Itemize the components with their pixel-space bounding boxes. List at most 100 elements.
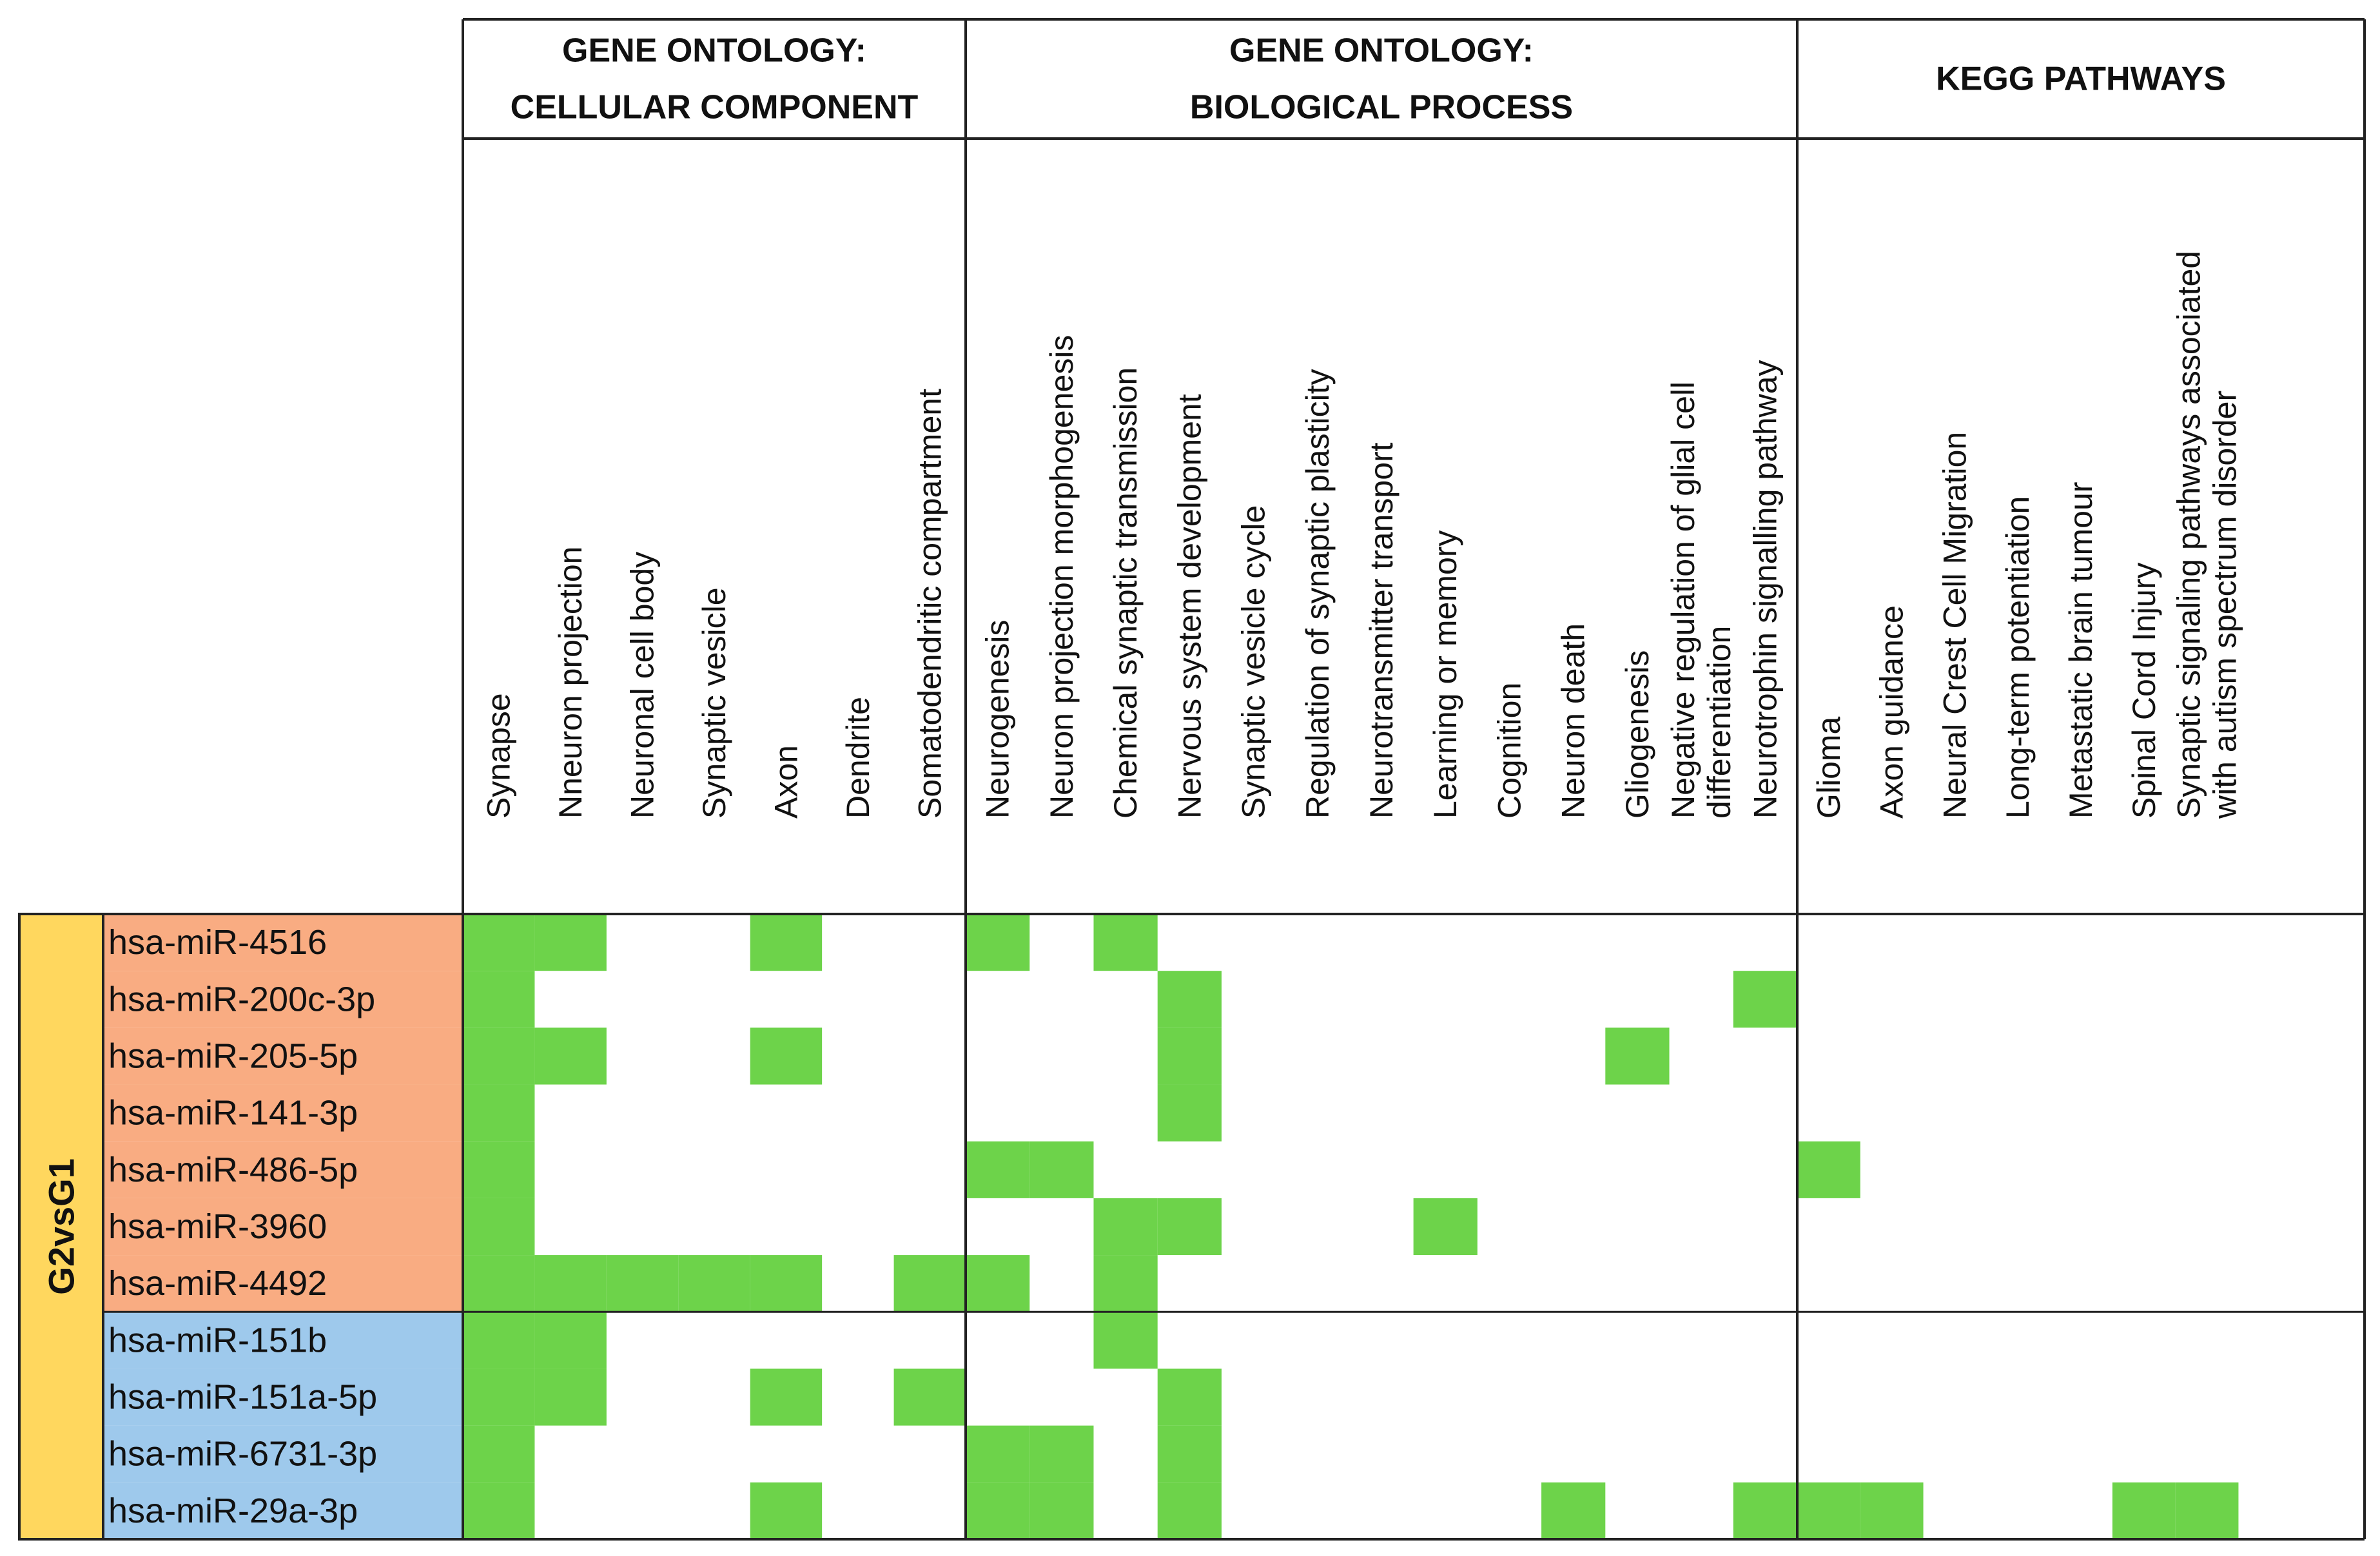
- column-label: Neural Crest Cell Migration: [1936, 432, 1973, 819]
- column-label: Synapse: [481, 693, 517, 819]
- heatmap-cell: [1733, 1482, 1797, 1539]
- heatmap-cell: [750, 1255, 823, 1312]
- column-label: Axon guidance: [1874, 605, 1910, 819]
- column-label: Somatodendritic compartment: [912, 389, 948, 819]
- row-label: hsa-miR-3960: [108, 1207, 327, 1246]
- heatmap-cell: [463, 1198, 535, 1256]
- heatmap-cell: [463, 1255, 535, 1312]
- row-label: hsa-miR-29a-3p: [108, 1492, 358, 1530]
- group-box: [18, 913, 104, 1541]
- column-label: Synaptic vesicle cycle: [1236, 505, 1272, 819]
- heatmap-cell: [2175, 1482, 2239, 1539]
- heatmap-cell: [1157, 1482, 1222, 1539]
- heatmap-cell: [966, 1425, 1030, 1483]
- column-label: Dendrite: [840, 697, 876, 819]
- heatmap-cell: [1157, 1198, 1222, 1256]
- category-title: BIOLOGICAL PROCESS: [1190, 89, 1573, 126]
- category-title: GENE ONTOLOGY:: [562, 32, 866, 70]
- row-band: [103, 1255, 463, 1312]
- column-label: Cognition: [1491, 683, 1527, 819]
- heatmap-cell: [1541, 1482, 1606, 1539]
- column-label: Spinal Cord Injury: [2126, 563, 2162, 819]
- category-title: KEGG PATHWAYS: [1936, 61, 2226, 98]
- heatmap-cell: [1093, 1198, 1158, 1256]
- row-label: hsa-miR-4516: [108, 923, 327, 962]
- column-label: Negative regulation of glial cell: [1665, 382, 1701, 819]
- heatmap-cell: [1157, 971, 1222, 1028]
- row-label: hsa-miR-200c-3p: [108, 980, 375, 1018]
- heatmap-cell: [1029, 1482, 1094, 1539]
- row-band: [103, 1027, 463, 1085]
- heatmap-cell: [1797, 1141, 1860, 1198]
- row-band: [103, 1084, 463, 1142]
- heatmap-cell: [1157, 1368, 1222, 1426]
- column-label: Regulation of synaptic plasticity: [1300, 369, 1336, 819]
- heatmap-cell: [1093, 1255, 1158, 1312]
- column-label: Long-term potentiation: [2000, 496, 2036, 819]
- row-band: [103, 1368, 463, 1426]
- heatmap-cell: [966, 914, 1030, 971]
- heatmap-cell: [463, 1368, 535, 1426]
- row-label: hsa-miR-141-3p: [108, 1094, 358, 1133]
- column-label: Neurotransmitter transport: [1363, 442, 1400, 819]
- heatmap-cell: [463, 1482, 535, 1539]
- column-label: Metastatic brain tumour: [2063, 482, 2099, 819]
- row-band: [103, 914, 463, 971]
- heatmap-cell: [534, 1312, 607, 1369]
- row-band: [103, 1312, 463, 1369]
- row-label: hsa-miR-205-5p: [108, 1036, 358, 1075]
- heatmap-cell: [893, 1255, 966, 1312]
- group-label: G2vsG1: [41, 1158, 82, 1295]
- heatmap-cell: [1157, 1425, 1222, 1483]
- heatmap-cell: [893, 1368, 966, 1426]
- column-label: Glioma: [1811, 716, 1847, 819]
- column-label: Neuron projection morphogenesis: [1044, 335, 1080, 819]
- heatmap-cell: [678, 1255, 750, 1312]
- heatmap-cell: [463, 1312, 535, 1369]
- heatmap-cell: [463, 1027, 535, 1085]
- heatmap-cell: [534, 1255, 607, 1312]
- heatmap-cell: [463, 1425, 535, 1483]
- heatmap-cell: [2112, 1482, 2176, 1539]
- heatmap-cell: [1029, 1425, 1094, 1483]
- category-title: GENE ONTOLOGY:: [1229, 32, 1534, 70]
- heatmap-cell: [1605, 1027, 1670, 1085]
- heatmap-cell: [463, 971, 535, 1028]
- column-label: Synaptic signaling pathways associated: [2171, 251, 2207, 819]
- column-label: Learning or memory: [1427, 530, 1463, 819]
- row-band: [103, 971, 463, 1028]
- column-label: Axon: [768, 745, 804, 819]
- row-label: hsa-miR-6731-3p: [108, 1435, 377, 1473]
- row-label: hsa-miR-151a-5p: [108, 1378, 377, 1417]
- heatmap-cell: [1733, 971, 1797, 1028]
- heatmap-cell: [534, 1368, 607, 1426]
- column-label: Synaptic vesicle: [696, 588, 732, 819]
- row-band: [103, 1198, 463, 1256]
- column-label: with autism spectrum disorder: [2207, 391, 2243, 819]
- heatmap-cell: [750, 1368, 823, 1426]
- heatmap-cell: [966, 1482, 1030, 1539]
- column-label: Neurogenesis: [980, 619, 1016, 819]
- column-label: Neuronal cell body: [625, 552, 661, 819]
- heatmap-cell: [1797, 1482, 1860, 1539]
- heatmap-cell: [463, 1084, 535, 1142]
- column-label: Neuron death: [1556, 623, 1592, 819]
- column-label: Neurotrophin signalling pathway: [1747, 360, 1783, 819]
- heatmap-cell: [534, 914, 607, 971]
- heatmap-cell: [1157, 1084, 1222, 1142]
- row-label: hsa-miR-486-5p: [108, 1151, 358, 1189]
- heatmap-cell: [750, 1027, 823, 1085]
- heatmap-cell: [1093, 1312, 1158, 1369]
- row-band: [103, 1141, 463, 1198]
- column-label: Nervous system development: [1171, 394, 1207, 819]
- heatmap-cell: [1413, 1198, 1478, 1256]
- row-label: hsa-miR-151b: [108, 1321, 327, 1359]
- row-label: hsa-miR-4492: [108, 1264, 327, 1303]
- row-band: [103, 1425, 463, 1483]
- heatmap-cell: [463, 1141, 535, 1198]
- heatmap-cell: [750, 1482, 823, 1539]
- column-label: differentiation: [1701, 626, 1737, 819]
- heatmap-cell: [1157, 1027, 1222, 1085]
- heatmap-cell: [750, 914, 823, 971]
